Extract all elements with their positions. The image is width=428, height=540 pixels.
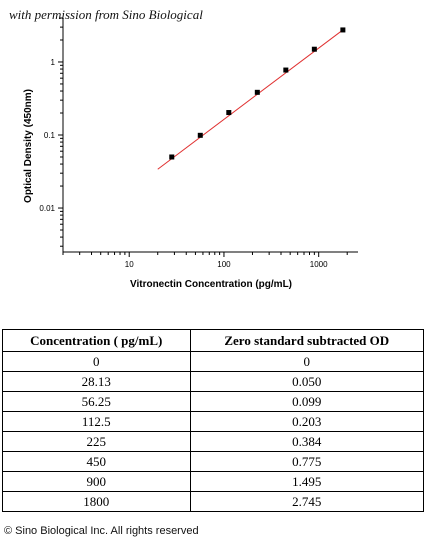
table-row: 112.5 0.203 [2,411,425,432]
y-tick-label: 1 [51,58,56,67]
y-axis-label: Optical Density (450nm) [23,89,34,203]
concentration-cell: 450 [2,451,191,472]
data-point [340,27,346,33]
table-row: 28.13 0.050 [2,371,425,392]
copyright-notice: © Sino Biological Inc. All rights reserv… [4,525,199,537]
x-axis-label: Vitronectin Concentration (pg/mL) [130,279,292,290]
y-tick-label: 0.01 [39,204,55,213]
calibration-chart: 10 100 1000 0.01 0.1 1 Vitronectin Concentrat… [23,17,358,290]
data-point [226,110,232,116]
column-header-od: Zero standard subtracted OD [189,329,425,352]
fit-line [157,29,344,170]
concentration-cell: 225 [2,431,191,452]
table-row: 1800 2.745 [2,491,425,512]
data-point [197,132,203,138]
permission-credit: with permission from Sino Biological [9,7,203,22]
od-cell: 0.050 [189,371,425,392]
concentration-cell: 0 [2,351,191,372]
data-point [169,154,175,160]
od-cell: 0.775 [189,451,425,472]
y-tick-label: 0.1 [44,131,56,140]
fit-line-group [157,29,344,170]
chart-axes [62,18,358,253]
od-cell: 0.099 [189,391,425,412]
table-row: 900 1.495 [2,471,425,492]
column-header-concentration: Concentration ( pg/mL) [2,329,191,352]
concentration-cell: 900 [2,471,191,492]
table-header-row: Concentration ( pg/mL) Zero standard sub… [2,329,425,352]
table-row: 225 0.384 [2,431,425,452]
concentration-cell: 28.13 [2,371,191,392]
data-point [311,46,317,52]
x-tick-label: 1000 [310,260,328,269]
od-cell: 0.203 [189,411,425,432]
od-cell: 0.384 [189,431,425,452]
x-tick-label: 100 [217,260,231,269]
od-cell: 1.495 [189,471,425,492]
data-points [169,27,346,160]
standard-curve-table: Concentration ( pg/mL) Zero standard sub… [2,329,425,512]
od-cell: 2.745 [189,491,425,512]
data-point [254,89,260,95]
x-tick-label: 10 [125,260,134,269]
chart-ticks: 10 100 1000 0.01 0.1 1 [39,17,348,269]
concentration-cell: 1800 [2,491,191,512]
table-row: 0 0 [2,351,425,372]
concentration-cell: 112.5 [2,411,191,432]
data-point [283,67,289,73]
table-row: 56.25 0.099 [2,391,425,412]
table-row: 450 0.775 [2,451,425,472]
od-cell: 0 [189,351,425,372]
concentration-cell: 56.25 [2,391,191,412]
